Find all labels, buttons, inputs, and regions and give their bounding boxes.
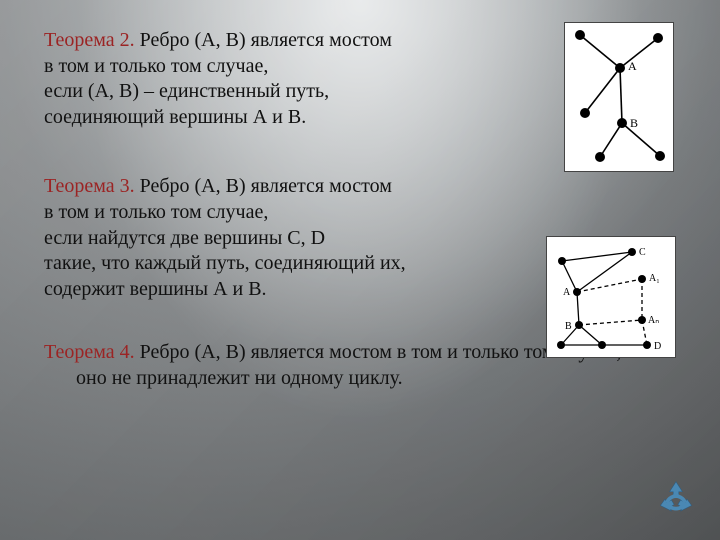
- theorem-2-line4: соединяющий вершины А и В.: [44, 106, 306, 128]
- figure-graph-1: АВ: [564, 22, 674, 172]
- theorem-2-title: Теорема 2.: [44, 29, 135, 51]
- theorem-3-line3: если найдутся две вершины С, D: [44, 227, 325, 249]
- svg-text:В: В: [565, 321, 572, 332]
- theorem-3-line2: в том и только том случае,: [44, 201, 268, 223]
- svg-text:А: А: [628, 59, 637, 73]
- svg-text:А₁: А₁: [649, 273, 660, 284]
- theorem-3-line5: содержит вершины А и В.: [44, 278, 267, 300]
- recycle-icon[interactable]: [654, 478, 698, 522]
- svg-text:А: А: [563, 287, 571, 298]
- theorem-3-line1: Ребро (А, В) является мостом: [135, 175, 392, 197]
- theorem-3-title: Теорема 3.: [44, 175, 135, 197]
- theorem-2-line3: если (А, B) – единственный путь,: [44, 80, 329, 102]
- svg-text:С: С: [639, 247, 646, 258]
- theorem-3-line4: такие, что каждый путь, соединяющий их,: [44, 252, 406, 274]
- svg-text:Аₙ: Аₙ: [648, 315, 659, 326]
- theorem-4-title: Теорема 4.: [44, 341, 135, 363]
- svg-text:D: D: [654, 341, 661, 352]
- svg-text:В: В: [630, 116, 638, 130]
- theorem-2-line1: Ребро (А, В) является мостом: [135, 29, 392, 51]
- theorem-2-line2: в том и только том случае,: [44, 55, 268, 77]
- figure-graph-2: С А А₁ В Аₙ D: [546, 236, 676, 358]
